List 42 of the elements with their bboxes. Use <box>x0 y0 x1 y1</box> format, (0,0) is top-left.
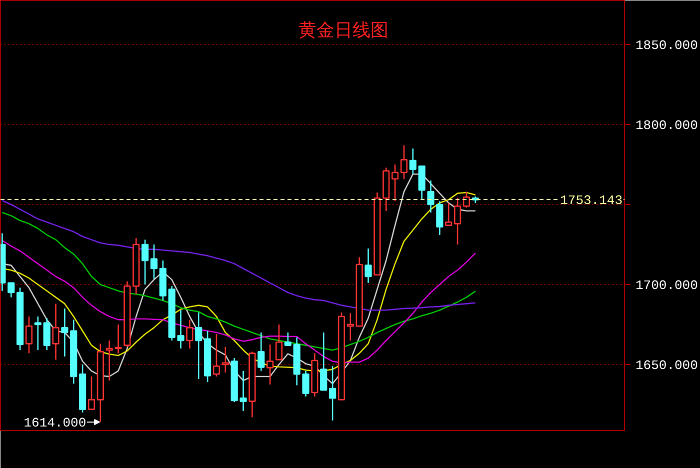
line-series <box>2 200 476 311</box>
candlestick <box>436 200 444 236</box>
candlestick <box>328 365 336 422</box>
candlestick <box>400 144 408 180</box>
line-series <box>2 240 476 364</box>
text: 黄金日线图 <box>298 20 389 42</box>
candlestick <box>302 370 310 398</box>
candlestick <box>427 180 434 214</box>
y-tick-label: 1650.000 <box>636 358 698 373</box>
candlestick <box>186 319 194 350</box>
candlestick <box>195 312 202 380</box>
candlestick <box>8 282 15 298</box>
candlestick <box>418 165 426 200</box>
y-tick-label: 1850.000 <box>636 38 698 53</box>
candlestick <box>61 308 68 358</box>
candlestick <box>266 344 274 386</box>
candlestick <box>25 316 33 354</box>
candlestick <box>212 333 220 378</box>
annotation: 1614.000 <box>24 416 86 431</box>
candlestick <box>364 248 372 284</box>
candlestick <box>454 197 462 246</box>
candlestick <box>142 239 149 286</box>
candlestick <box>258 332 265 372</box>
y-tick-label: 1800.000 <box>636 118 698 133</box>
candlestick <box>275 324 283 360</box>
candlestick <box>114 324 122 354</box>
candlestick <box>346 312 354 342</box>
y-tick-label: 1700.000 <box>636 278 698 293</box>
candlestick <box>106 340 113 382</box>
candlestick <box>43 317 50 351</box>
ref-line-label: 1753.143 <box>560 192 623 208</box>
candlestick <box>445 202 452 226</box>
candlestick <box>88 376 96 410</box>
candlestick <box>34 316 42 351</box>
candlestick <box>391 164 399 202</box>
candlestick <box>284 332 292 346</box>
candlestick <box>320 332 328 391</box>
candlestick <box>462 191 470 208</box>
candlestick <box>150 244 158 280</box>
candlestick <box>52 303 60 360</box>
candlestick <box>409 148 416 175</box>
candlestick <box>222 346 229 374</box>
